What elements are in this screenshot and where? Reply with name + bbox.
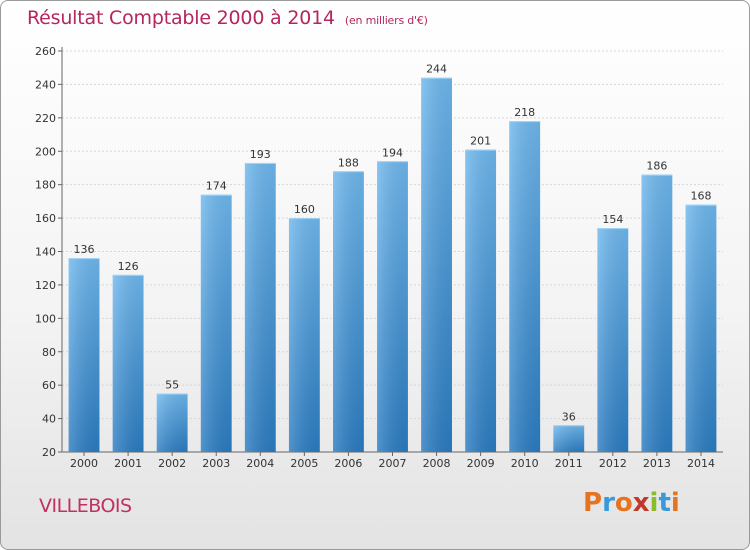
x-tick-label: 2011 (555, 457, 583, 470)
y-tick-label: 80 (42, 346, 56, 359)
logo-letter: t (658, 488, 671, 518)
x-tick-label: 2000 (70, 457, 98, 470)
bar-value-label: 193 (250, 148, 271, 161)
bar-shade (553, 425, 585, 452)
bar-shade (68, 258, 100, 452)
bar-value-label: 160 (294, 203, 315, 216)
bar-shade (288, 218, 320, 452)
bar-value-label: 201 (470, 135, 491, 148)
x-tick-label: 2005 (290, 457, 318, 470)
x-tick-label: 2006 (334, 457, 362, 470)
bar-shade (509, 121, 541, 453)
y-tick-label: 120 (35, 279, 56, 292)
bar-shade (200, 194, 232, 453)
y-tick-label: 40 (42, 413, 56, 426)
y-tick-label: 100 (35, 312, 56, 325)
y-tick-label: 240 (35, 78, 56, 91)
x-tick-label: 2009 (467, 457, 495, 470)
bar-shade (377, 161, 408, 452)
bar-value-label: 244 (426, 63, 447, 76)
x-tick-label: 2014 (687, 457, 715, 470)
x-tick-label: 2002 (158, 457, 186, 470)
bar-value-label: 36 (562, 410, 576, 423)
y-tick-label: 20 (42, 446, 56, 459)
y-tick-label: 140 (35, 246, 56, 259)
logo-letter: o (614, 488, 633, 518)
bar-shade (641, 174, 673, 452)
x-tick-label: 2003 (202, 457, 230, 470)
y-tick-label: 180 (35, 179, 56, 192)
bar-value-label: 186 (646, 160, 667, 173)
bar-shade (156, 393, 188, 452)
y-tick-label: 220 (35, 112, 56, 125)
logo-letter: P (583, 488, 603, 518)
y-tick-label: 260 (35, 45, 56, 58)
bar-value-label: 174 (206, 180, 227, 193)
axes: 20 40 60 80 100 120 140 160 180 200 220 240 260 (35, 45, 723, 459)
y-tick-label: 200 (35, 145, 56, 158)
bar-shade (421, 77, 452, 452)
bar-shade (333, 171, 364, 453)
commune-name: VILLEBOIS (39, 495, 132, 517)
bar-value-label: 154 (602, 213, 623, 226)
bars (68, 77, 717, 453)
bar-shade (244, 162, 276, 452)
x-tick-label: 2007 (379, 457, 407, 470)
chart-title: Résultat Comptable 2000 à 2014 (en millie… (27, 7, 428, 29)
chart-unit-label: (en milliers d'€) (344, 14, 428, 27)
bar-value-label: 188 (338, 156, 359, 169)
bar-shade (685, 204, 717, 452)
chart-title-text: Résultat Comptable 2000 à 2014 (27, 7, 335, 29)
x-tick-label: 2012 (599, 457, 627, 470)
x-tick-label: 2008 (423, 457, 451, 470)
y-tick-label: 160 (35, 212, 56, 225)
logo-letter: x (632, 488, 650, 518)
logo-letter: r (602, 488, 615, 518)
proxiti-logo: Proxiti (583, 488, 680, 518)
x-tick-label: 2004 (246, 457, 274, 470)
x-tick-label: 2001 (114, 457, 142, 470)
labels: 136 2000 126 2001 55 2002 174 2003 193 2004 160 200… (70, 63, 715, 470)
logo-letter: i (670, 488, 680, 518)
bar-shade (465, 149, 497, 452)
logo-letter: i (649, 488, 659, 518)
bar-value-label: 136 (74, 243, 95, 256)
x-tick-label: 2010 (511, 457, 539, 470)
bar-shade (112, 274, 144, 452)
bar-value-label: 218 (514, 106, 535, 119)
y-tick-label: 60 (42, 379, 56, 392)
bar-shade (597, 228, 629, 452)
bar-value-label: 126 (118, 260, 139, 273)
x-tick-label: 2013 (643, 457, 671, 470)
bar-value-label: 194 (382, 146, 403, 159)
bar-value-label: 55 (165, 379, 179, 392)
bar-value-label: 168 (690, 190, 711, 203)
